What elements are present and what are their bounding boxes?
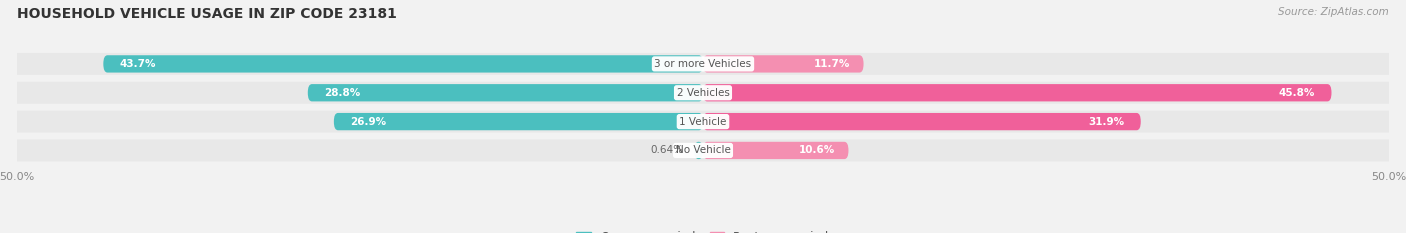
Text: HOUSEHOLD VEHICLE USAGE IN ZIP CODE 23181: HOUSEHOLD VEHICLE USAGE IN ZIP CODE 2318… (17, 7, 396, 21)
Text: 45.8%: 45.8% (1278, 88, 1315, 98)
FancyBboxPatch shape (703, 84, 1331, 101)
Text: 11.7%: 11.7% (814, 59, 849, 69)
FancyBboxPatch shape (10, 140, 1396, 161)
Text: Source: ZipAtlas.com: Source: ZipAtlas.com (1278, 7, 1389, 17)
FancyBboxPatch shape (10, 111, 1396, 133)
FancyBboxPatch shape (703, 55, 863, 72)
Text: 28.8%: 28.8% (325, 88, 360, 98)
Text: 2 Vehicles: 2 Vehicles (676, 88, 730, 98)
Text: 26.9%: 26.9% (350, 116, 387, 127)
Text: 43.7%: 43.7% (120, 59, 156, 69)
Text: No Vehicle: No Vehicle (675, 145, 731, 155)
FancyBboxPatch shape (703, 142, 848, 159)
Text: 1 Vehicle: 1 Vehicle (679, 116, 727, 127)
FancyBboxPatch shape (10, 82, 1396, 104)
FancyBboxPatch shape (10, 53, 1396, 75)
Text: 10.6%: 10.6% (799, 145, 835, 155)
FancyBboxPatch shape (103, 55, 703, 72)
Legend: Owner-occupied, Renter-occupied: Owner-occupied, Renter-occupied (572, 227, 834, 233)
FancyBboxPatch shape (308, 84, 703, 101)
Text: 31.9%: 31.9% (1088, 116, 1125, 127)
FancyBboxPatch shape (695, 142, 703, 159)
FancyBboxPatch shape (333, 113, 703, 130)
Text: 0.64%: 0.64% (650, 145, 683, 155)
FancyBboxPatch shape (703, 113, 1140, 130)
Text: 3 or more Vehicles: 3 or more Vehicles (654, 59, 752, 69)
